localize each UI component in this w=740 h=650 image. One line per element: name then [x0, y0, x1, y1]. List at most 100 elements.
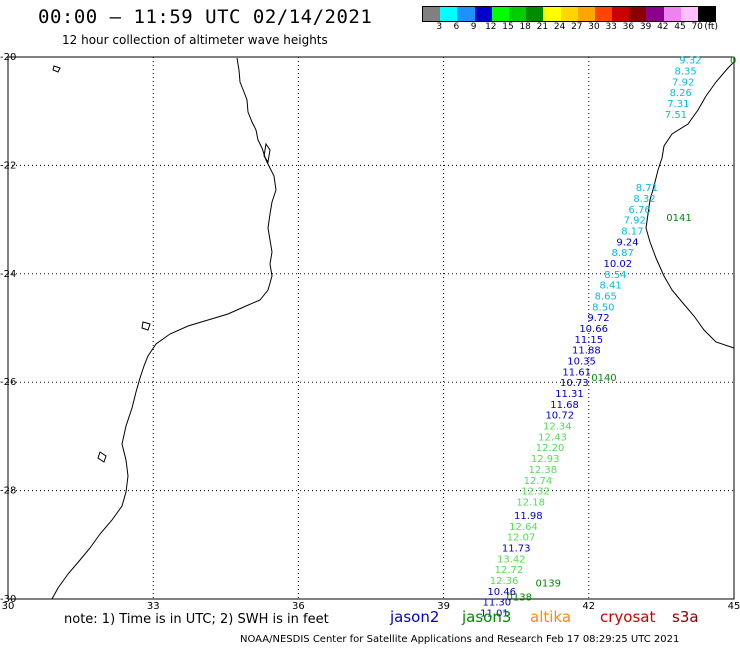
wave-height-value: 9.72: [587, 313, 609, 324]
colorbar-label: 18: [519, 22, 531, 32]
wave-height-value: 11.88: [572, 346, 601, 357]
colorbar-legend: [422, 6, 717, 22]
wave-height-value: 9.32: [679, 56, 701, 67]
colorbar-swatch: [423, 7, 441, 21]
footer-note: note: 1) Time is in UTC; 2) SWH is in fe…: [64, 612, 329, 627]
wave-height-value: 7.92: [672, 77, 694, 88]
track-number-label: 0141: [666, 213, 691, 224]
y-tick-label: -28: [0, 486, 16, 497]
wave-height-value: 11.15: [574, 335, 603, 346]
colorbar-label: 45: [674, 22, 686, 32]
mission-cryosat: cryosat: [600, 608, 656, 626]
map-frame: [7, 56, 735, 600]
colorbar-swatch: [543, 7, 561, 21]
wave-height-value: 12.72: [495, 565, 524, 576]
wave-height-value: 8.32: [633, 194, 655, 205]
mission-s3a: s3a: [672, 608, 699, 626]
track-labels: 0138 0139 0140 0141 0: [507, 56, 737, 604]
x-tick-label: 45: [728, 601, 740, 612]
wave-height-value: 11.30: [483, 598, 512, 609]
y-tick-label: -24: [0, 269, 16, 280]
wave-height-value: 8.35: [674, 67, 696, 78]
colorbar-label: 33: [605, 22, 617, 32]
mission-jason3: jason3: [462, 608, 512, 626]
lake-small: [97, 451, 107, 463]
colorbar-label: 3: [436, 22, 443, 32]
colorbar-swatch: [629, 7, 647, 21]
wave-height-value: 12.74: [524, 476, 553, 487]
map-title: 00:00 – 11:59 UTC 02/14/2021: [38, 6, 373, 28]
colorbar-swatch: [560, 7, 578, 21]
wave-height-value: 12.32: [521, 487, 550, 498]
wave-height-value: 10.72: [545, 411, 574, 422]
x-tick-label: 36: [292, 601, 305, 612]
wave-height-value: 11.01: [480, 609, 509, 620]
wave-height-value: 12.43: [538, 432, 567, 443]
wave-height-value: 10.02: [604, 259, 633, 270]
colorbar-swatch: [526, 7, 544, 21]
wave-height-value: 8.41: [599, 281, 621, 292]
colorbar-label: 30: [588, 22, 600, 32]
colorbar-label: 21: [536, 22, 549, 32]
wave-height-value: 11.73: [502, 544, 531, 555]
wave-height-value: 8.26: [670, 88, 692, 99]
y-tick-label: -26: [0, 377, 16, 388]
wave-height-value: 8.54: [604, 270, 626, 281]
wave-height-value: 12.34: [543, 422, 572, 433]
wave-height-value: 12.64: [509, 522, 538, 533]
wave-height-value: 12.38: [528, 465, 557, 476]
colorbar-label: 36: [622, 22, 635, 32]
colorbar-swatch: [698, 7, 716, 21]
island-nw: [52, 65, 61, 73]
wave-height-value: 10.73: [560, 378, 589, 389]
wave-height-value: 11.98: [514, 511, 543, 522]
colorbar-swatch: [491, 7, 509, 21]
y-tick-label: -20: [0, 52, 16, 63]
colorbar-swatch: [508, 7, 527, 21]
island-inhaca: [141, 321, 151, 331]
colorbar-label: 12: [485, 22, 497, 32]
footer-credit: NOAA/NESDIS Center for Satellite Applica…: [240, 634, 680, 645]
wave-height-value: 7.51: [665, 110, 687, 121]
wave-height-value: 10.35: [567, 357, 596, 368]
x-tick-label: 42: [582, 601, 595, 612]
colorbar-swatch: [612, 7, 630, 21]
wave-height-value: 11.31: [555, 389, 584, 400]
wave-height-value: 12.20: [536, 443, 565, 454]
wave-height-value: 9.24: [616, 237, 638, 248]
colorbar-label: (ft): [704, 22, 718, 32]
x-tick-label: 39: [437, 601, 450, 612]
colorbar-swatch: [594, 7, 613, 21]
x-tick-label: 33: [147, 601, 160, 612]
wave-height-value: 10.46: [487, 587, 516, 598]
island-bazaruto: [263, 142, 271, 164]
colorbar-swatch: [474, 7, 492, 21]
map-subtitle: 12 hour collection of altimeter wave hei…: [62, 33, 328, 47]
wave-height-value: 6.76: [628, 205, 650, 216]
wave-height-value: 7.31: [667, 99, 689, 110]
colorbar-label: 6: [453, 22, 460, 32]
colorbar-label: 9: [470, 22, 477, 32]
wave-height-value: 12.07: [507, 533, 536, 544]
colorbar-swatch: [440, 7, 458, 21]
colorbar-labels: 3 6 9 12 15 18 21 24 27 30 33 36 39 42 45 70 (ft): [422, 22, 740, 34]
wave-height-observations: 9.328.357.928.267.317.518.718.326.767.92…: [480, 56, 701, 620]
wave-height-value: 11.68: [550, 400, 579, 411]
wave-height-value: 8.50: [592, 302, 614, 313]
colorbar-swatch: [680, 7, 698, 21]
wave-height-value: 12.18: [516, 497, 545, 508]
colorbar-label: 27: [571, 22, 583, 32]
colorbar-label: 15: [502, 22, 514, 32]
track-number-label: 0138: [507, 592, 532, 603]
wave-height-value: 12.93: [531, 454, 560, 465]
map-gridlines: [8, 57, 734, 599]
colorbar-swatch: [457, 7, 475, 21]
wave-height-value: 10.66: [579, 324, 608, 335]
colorbar-swatch: [577, 7, 595, 21]
colorbar-swatch: [663, 7, 681, 21]
wave-height-value: 7.92: [624, 216, 646, 227]
wave-height-value: 8.87: [612, 248, 634, 259]
wave-height-value: 8.65: [595, 291, 617, 302]
colorbar-label: 24: [553, 22, 566, 32]
